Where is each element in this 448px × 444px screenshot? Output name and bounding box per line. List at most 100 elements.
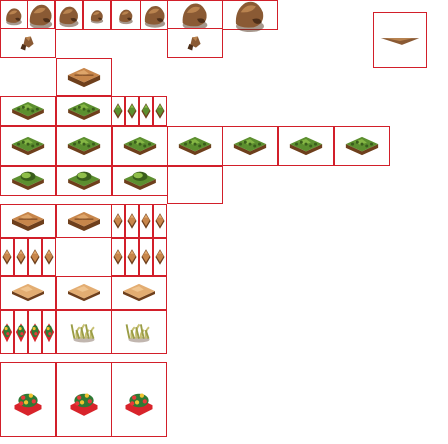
rock-sprite (144, 5, 166, 28)
narrow-sprite (16, 249, 26, 265)
grass-tile-cell (278, 126, 334, 166)
rock-cell (167, 28, 223, 58)
narrow-sprite (30, 249, 40, 265)
rock-sprite (90, 10, 104, 24)
narrow-sprite (113, 213, 123, 229)
rock-sprite (29, 4, 53, 29)
grass-tile-cell (112, 126, 168, 166)
narrow-sprite (113, 249, 123, 265)
rock-cell (167, 0, 223, 31)
rock-sprite (187, 36, 201, 51)
rock-cell (0, 0, 28, 30)
narrow-sprite (127, 249, 137, 265)
weed-cell (56, 310, 112, 354)
grass-patch-sprite (68, 101, 100, 121)
narrow-sprite-cell (111, 96, 125, 126)
stone-slab-sprite (12, 283, 44, 302)
plank-tile-sprite (12, 211, 44, 232)
rock-cell (55, 0, 83, 30)
bush-cell (167, 166, 223, 204)
plank-tile-cell (56, 204, 112, 238)
grass-tile-sprite (233, 136, 267, 156)
rock-cell (0, 28, 56, 58)
plank-tile-cell (0, 204, 56, 238)
rock-sprite (235, 1, 264, 33)
narrow-sprite (141, 103, 151, 119)
rock-sprite (6, 8, 22, 26)
grass-tile-cell (0, 126, 56, 166)
grass-tile-cell (167, 126, 223, 166)
flower-bed-sprite (70, 393, 98, 416)
weed-sprite (125, 323, 150, 343)
narrow-sprite-cell (42, 238, 56, 276)
narrow-sprite-cell (125, 238, 139, 276)
grass-tile-sprite (67, 136, 101, 156)
stone-slab-sprite (123, 283, 155, 302)
grass-tile-cell (334, 126, 390, 166)
narrow-sprite-cell (28, 310, 42, 354)
narrow-sprite (43, 323, 55, 343)
thin-slab-cell (373, 12, 427, 68)
narrow-sprite-cell (139, 204, 153, 238)
plank-sprite (67, 67, 101, 88)
stone-slab-cell (0, 276, 56, 310)
weed-cell (111, 310, 167, 354)
narrow-sprite-cell (0, 310, 14, 354)
grass-tile-sprite (11, 136, 45, 156)
narrow-sprite (127, 213, 137, 229)
grass-patch-sprite (12, 101, 44, 121)
grass-patch-cell (56, 96, 112, 126)
narrow-sprite-cell (153, 96, 167, 126)
rock-cell (111, 0, 141, 30)
stone-slab-cell (56, 276, 112, 310)
rock-sprite (182, 3, 208, 31)
narrow-sprite-cell (0, 238, 14, 276)
flower-bed-sprite (125, 393, 153, 416)
grass-tile-sprite (123, 136, 157, 156)
narrow-sprite-cell (28, 238, 42, 276)
narrow-sprite (2, 249, 12, 265)
narrow-sprite (141, 213, 151, 229)
rock-cell (222, 0, 278, 33)
narrow-sprite-cell (153, 204, 167, 238)
grass-tile-sprite (178, 136, 212, 156)
narrow-sprite (141, 249, 151, 265)
narrow-sprite-cell (139, 96, 153, 126)
stone-slab-sprite (68, 283, 100, 302)
bush-cell (56, 166, 112, 196)
grass-tile-cell (56, 126, 112, 166)
narrow-sprite-cell (153, 238, 167, 276)
narrow-sprite (113, 103, 123, 119)
narrow-sprite-cell (125, 96, 139, 126)
narrow-sprite (155, 249, 165, 265)
narrow-sprite-cell (139, 238, 153, 276)
narrow-sprite-cell (42, 310, 56, 354)
bush-cell (0, 166, 56, 196)
rock-cell (83, 0, 111, 30)
bush-sprite (124, 171, 156, 191)
stone-slab-cell (111, 276, 167, 310)
weed-sprite (70, 323, 95, 343)
bush-cell (112, 166, 168, 196)
grass-patch-cell (0, 96, 56, 126)
flower-bed-cell (0, 362, 56, 437)
grass-tile-cell (222, 126, 278, 166)
narrow-sprite-cell (111, 238, 125, 276)
narrow-sprite-cell (14, 310, 28, 354)
plank-tile-sprite (68, 211, 100, 232)
narrow-sprite (127, 103, 137, 119)
grass-tile-sprite (289, 136, 323, 156)
thin-slab-sprite (380, 38, 420, 45)
narrow-sprite (15, 323, 27, 343)
rock-cell (140, 0, 170, 30)
rock-cell (27, 0, 55, 30)
plank-cell (56, 58, 112, 96)
narrow-sprite (155, 213, 165, 229)
bush-sprite (68, 171, 100, 191)
rock-sprite (59, 6, 79, 28)
narrow-sprite-cell (111, 204, 125, 238)
grass-tile-sprite (345, 136, 379, 156)
narrow-sprite (29, 323, 41, 343)
flower-bed-cell (111, 362, 167, 437)
